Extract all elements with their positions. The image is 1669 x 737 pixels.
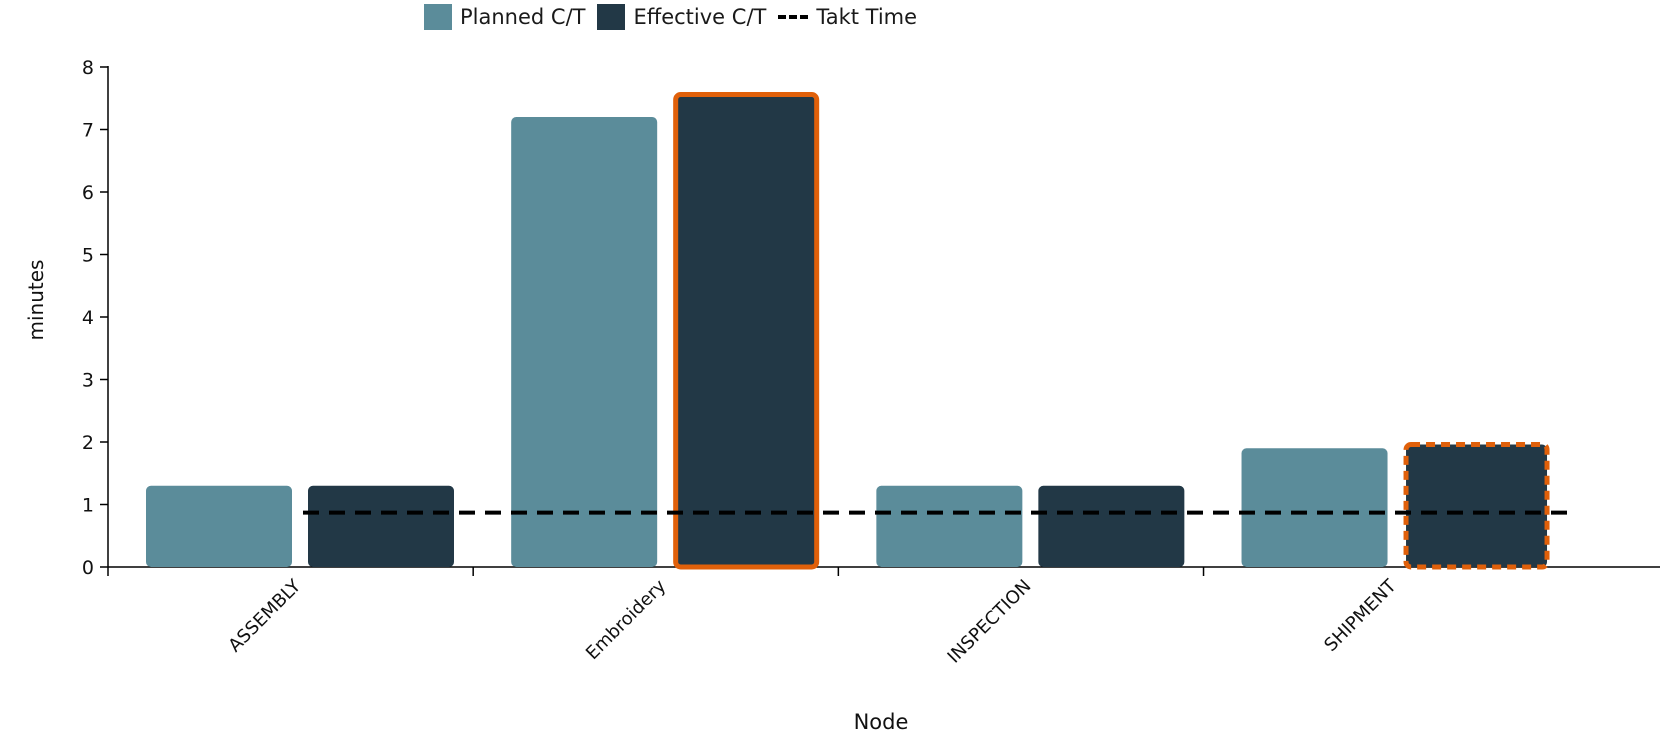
x-tick-label-inspection: INSPECTION: [944, 576, 1036, 668]
y-tick-label-0: 0: [82, 557, 94, 579]
bar-shipment-planned: [1241, 448, 1388, 567]
y-tick-label-8: 8: [82, 57, 94, 79]
legend-swatch-effective: [597, 4, 626, 30]
bar-embroidery-planned: [511, 117, 658, 567]
legend-item-planned[interactable]: Planned C/T: [424, 4, 585, 30]
legend-item-takt[interactable]: Takt Time: [778, 5, 917, 29]
y-tick-label-4: 4: [82, 307, 94, 329]
bar-inspection-planned: [876, 485, 1023, 567]
y-tick-label-7: 7: [82, 120, 94, 142]
legend-swatch-planned: [424, 4, 452, 30]
x-tick-label-shipment: SHIPMENT: [1320, 575, 1401, 656]
y-tick-label-3: 3: [82, 370, 94, 392]
bar-assembly-planned: [146, 485, 292, 567]
x-axis-title: Node: [853, 710, 909, 734]
x-tick-label-embroidery: Embroidery: [582, 575, 671, 664]
bar-embroidery-effective: [673, 92, 820, 570]
legend-label-planned: Planned C/T: [460, 5, 586, 29]
y-tick-label-6: 6: [82, 182, 94, 204]
y-tick-label-1: 1: [82, 495, 94, 517]
bar-assembly-effective: [308, 485, 454, 567]
x-tick-label-assembly: ASSEMBLY: [224, 575, 305, 656]
bar-shipment-effective: [1403, 442, 1550, 570]
chart-legend: Planned C/T Effective C/T Takt Time: [424, 3, 929, 31]
legend-label-effective: Effective C/T: [633, 5, 767, 29]
y-tick-label-2: 2: [82, 432, 94, 454]
y-tick-label-5: 5: [82, 245, 94, 267]
legend-item-effective[interactable]: Effective C/T: [597, 4, 766, 30]
bar-inspection-effective: [1038, 485, 1185, 567]
legend-label-takt: Takt Time: [816, 5, 918, 29]
legend-swatch-takt: [778, 15, 809, 19]
